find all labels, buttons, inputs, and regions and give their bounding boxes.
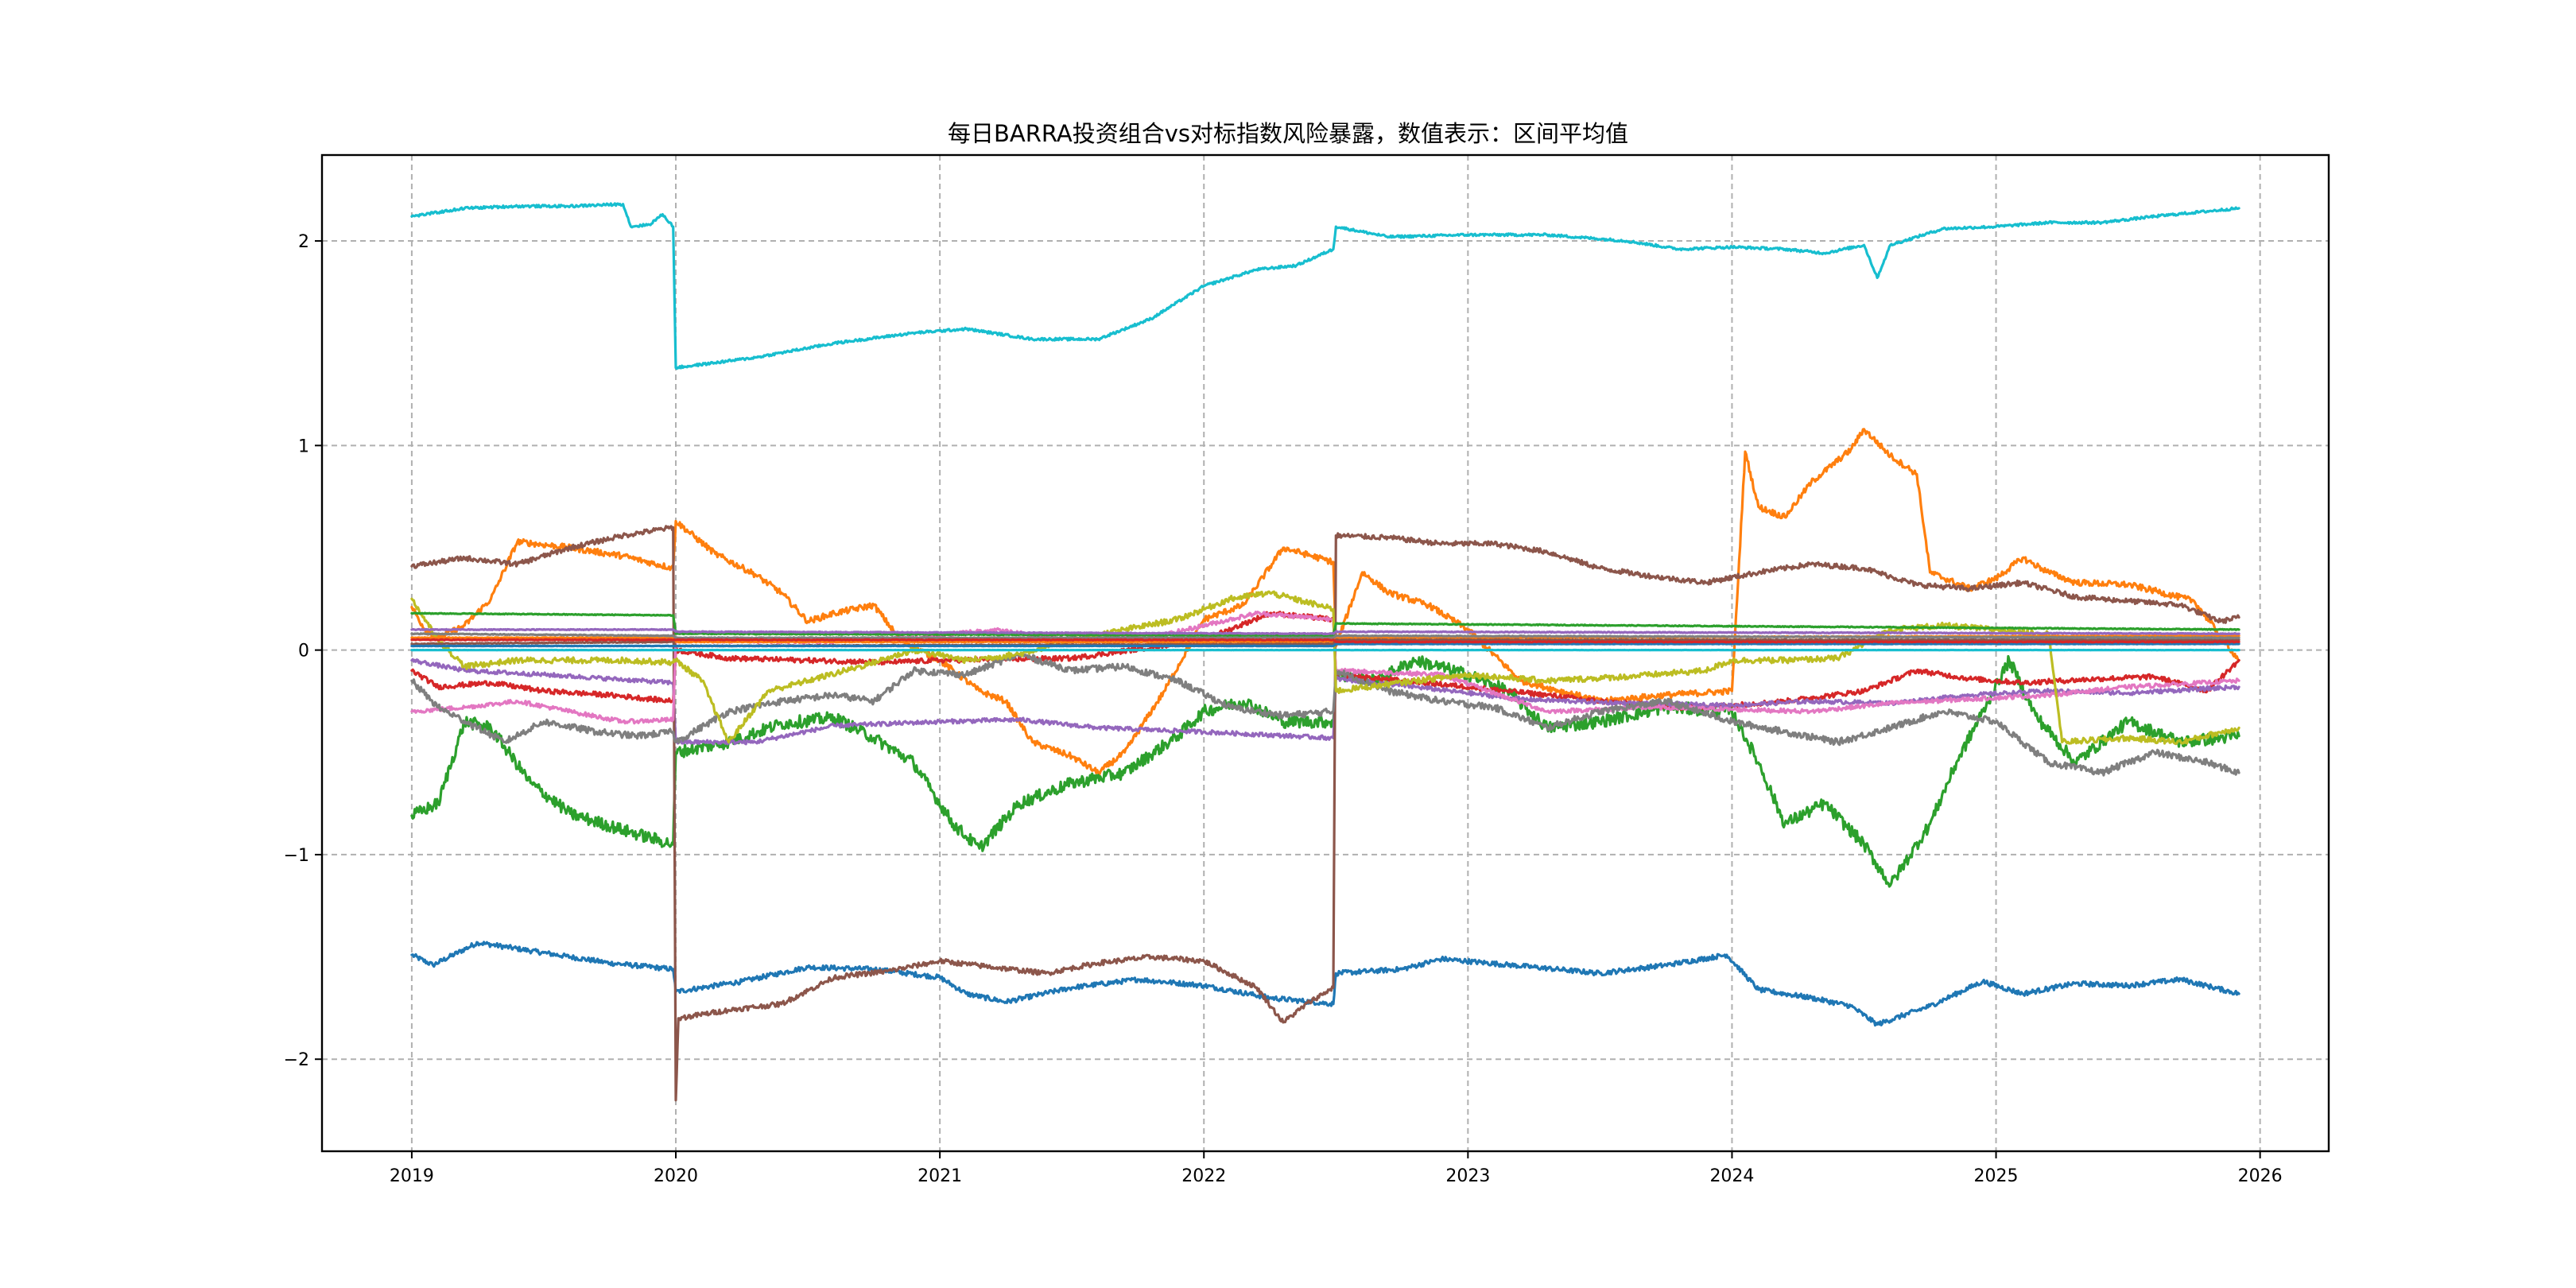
x-tick-label: 2019 bbox=[390, 1166, 434, 1186]
series-orange bbox=[410, 428, 2240, 776]
series-blue bbox=[410, 941, 2240, 1027]
x-tick-label: 2024 bbox=[1709, 1166, 1754, 1186]
x-tick-label: 2025 bbox=[1974, 1166, 2019, 1186]
x-tick-label: 2022 bbox=[1181, 1166, 1226, 1186]
series-group bbox=[410, 202, 2240, 1102]
series-gray bbox=[410, 651, 2240, 777]
series-flat-blue bbox=[410, 642, 2240, 648]
x-tick-label: 2021 bbox=[918, 1166, 962, 1186]
y-tick-label: 2 bbox=[298, 232, 309, 252]
y-tick-label: 1 bbox=[298, 436, 309, 456]
chart-title: 每日BARRA投资组合vs对标指数风险暴露，数值表示：区间平均值 bbox=[948, 120, 1628, 147]
series-flat-red bbox=[410, 638, 2240, 644]
series-cyan bbox=[410, 202, 2240, 370]
series-flat-green bbox=[410, 611, 2240, 638]
plot-frame bbox=[320, 153, 2330, 1153]
x-tick-label: 2020 bbox=[654, 1166, 698, 1186]
axis-ticks: 2019 2020 2021 2022 2023 2024 2025 2026 2 1 0 −1 −2 bbox=[284, 232, 2283, 1186]
x-tick-label: 2023 bbox=[1445, 1166, 1490, 1186]
x-tick-label: 2026 bbox=[2238, 1166, 2283, 1186]
series-purple bbox=[410, 658, 2240, 746]
series-flat-gray bbox=[410, 632, 2240, 640]
y-tick-label: −1 bbox=[284, 846, 309, 866]
series-brown bbox=[410, 525, 2240, 1102]
series-flat-purple bbox=[410, 627, 2240, 636]
y-tick-label: −2 bbox=[284, 1050, 309, 1070]
y-tick-label: 0 bbox=[298, 642, 309, 661]
